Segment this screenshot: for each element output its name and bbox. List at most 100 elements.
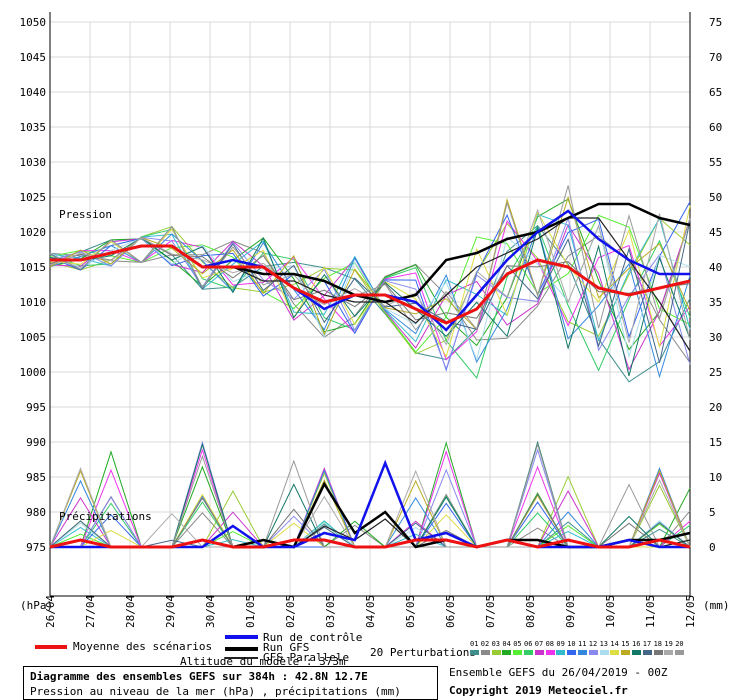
left-tick-label: 1045: [20, 51, 47, 64]
x-tick-label: 10/05: [604, 595, 617, 628]
x-tick-label: 04/05: [364, 595, 377, 628]
right-tick-label: 15: [709, 436, 722, 449]
perturbation-legend-swatch: [653, 650, 663, 655]
perturbation-legend-number: 06: [524, 640, 533, 648]
legend-control-label: Run de contrôle: [263, 631, 363, 644]
run-info: Ensemble GEFS du 26/04/2019 - 00Z: [449, 666, 668, 679]
left-tick-label: 1015: [20, 261, 47, 274]
right-tick-label: 70: [709, 51, 722, 64]
chart-grid: [49, 21, 691, 596]
perturbation-legend-number: 08: [545, 640, 555, 648]
perturbation-legend-number: 02: [480, 640, 490, 648]
left-tick-label: 980: [26, 506, 46, 519]
perturbation-04-pressure: [49, 198, 691, 351]
series-moyenne-des-sc-narios-pressure: [50, 244, 691, 325]
x-tick-label: 27/04: [84, 595, 97, 628]
perturbation-legend-swatch: [556, 650, 566, 655]
x-tick-label: 29/04: [164, 595, 177, 628]
left-tick-label: 985: [26, 471, 46, 484]
perturbation-legend-swatch: [675, 650, 685, 655]
perturbation-legend-number: 07: [534, 640, 544, 648]
perturbation-legend-number: 09: [556, 640, 565, 648]
right-axis-unit: (mm): [703, 599, 730, 612]
right-tick-label: 75: [709, 16, 722, 29]
perturbation-legend-number: 13: [599, 640, 609, 648]
x-tick-label: 03/05: [324, 595, 337, 628]
x-tick-label: 09/05: [564, 595, 577, 628]
right-tick-label: 35: [709, 296, 722, 309]
left-tick-label: 1020: [20, 226, 47, 239]
x-tick-label: 30/04: [204, 595, 217, 628]
left-axis-unit: (hPa): [20, 599, 53, 612]
perturbation-legend-swatch: [545, 650, 555, 655]
perturbation-legend-swatch: [534, 650, 544, 655]
legend-mean-swatch: [35, 645, 67, 649]
left-tick-label: 1035: [20, 121, 47, 134]
perturbation-03-pressure: [49, 217, 691, 355]
perturbation-legend-number: 03: [491, 640, 501, 648]
copyright: Copyright 2019 Meteociel.fr: [449, 684, 628, 697]
series-moyenne-des-sc-narios-precip: [49, 538, 691, 549]
chart-axes: [49, 12, 691, 597]
perturbation-legend-swatch: [470, 650, 479, 655]
chart-info-box: Diagramme des ensembles GEFS sur 384h : …: [23, 666, 438, 700]
perturbation-legend-swatch: [621, 650, 631, 655]
perturbation-legend-swatch: [588, 650, 598, 655]
left-tick-label: 1010: [20, 296, 47, 309]
right-tick-label: 0: [709, 541, 716, 554]
left-tick-label: 1000: [20, 366, 47, 379]
legend-control-swatch: [225, 635, 258, 639]
legend-gfs-swatch: [225, 647, 258, 651]
perturbation-legend-number: 18: [653, 640, 663, 648]
perturbation-legend-number: 11: [578, 640, 587, 648]
x-tick-label: 11/05: [644, 595, 657, 628]
perturbation-11-pressure: [49, 225, 691, 379]
perturbation-legend-swatch: [513, 650, 523, 655]
perturbation-legend-number: 17: [642, 640, 652, 648]
perturbation-legend-number: 05: [513, 640, 522, 648]
perturbation-legend-swatch: [642, 650, 652, 655]
perturbation-legend-swatch: [502, 650, 512, 655]
right-tick-label: 5: [709, 506, 716, 519]
left-tick-label: 1025: [20, 191, 47, 204]
perturbation-legend-number: 14: [610, 640, 619, 648]
left-tick-label: 995: [26, 401, 46, 414]
perturbation-legend-number: 10: [567, 640, 576, 648]
right-tick-label: 10: [709, 471, 722, 484]
perturbation-legend-swatch: [480, 650, 490, 655]
perturbation-legend-swatch: [491, 650, 501, 655]
x-tick-label: 02/05: [284, 595, 297, 628]
perturbation-05-pressure: [49, 214, 691, 353]
x-tick-label: 07/05: [484, 595, 497, 628]
legend-perturbations-label: 20 Perturbations: [370, 646, 476, 659]
x-tick-label: 28/04: [124, 595, 137, 628]
perturbation-legend-swatch: [632, 650, 641, 655]
perturbation-legend-swatch: [578, 650, 587, 655]
perturbation-legend-swatch: [599, 650, 609, 655]
chart-subtitle: Pression au niveau de la mer (hPa) , pré…: [30, 685, 401, 698]
precip-panel-label: Précipitations: [59, 510, 152, 523]
perturbation-legend-swatch: [524, 650, 533, 655]
legend-parallel-swatch: [225, 657, 258, 659]
perturbation-legend-number: 12: [588, 640, 598, 648]
x-tick-label: 06/05: [444, 595, 457, 628]
perturbation-legend-number: 01: [470, 640, 479, 648]
right-tick-label: 20: [709, 401, 722, 414]
right-tick-label: 40: [709, 261, 722, 274]
right-tick-label: 55: [709, 156, 722, 169]
right-tick-label: 65: [709, 86, 722, 99]
left-tick-label: 1050: [20, 16, 47, 29]
perturbation-legend-swatch: [664, 650, 674, 655]
perturbation-legend-number: 20: [675, 640, 684, 648]
x-tick-label: 01/05: [244, 595, 257, 628]
right-tick-label: 25: [709, 366, 722, 379]
left-tick-label: 1040: [20, 86, 47, 99]
x-tick-label: 26/04: [44, 595, 57, 628]
perturbation-15-pressure: [49, 195, 691, 336]
left-tick-label: 975: [26, 541, 46, 554]
perturbation-legend-number: 16: [632, 640, 641, 648]
x-tick-label: 08/05: [524, 595, 537, 628]
perturbation-legend-number: 15: [621, 640, 630, 648]
main-series-lines: [49, 202, 691, 549]
